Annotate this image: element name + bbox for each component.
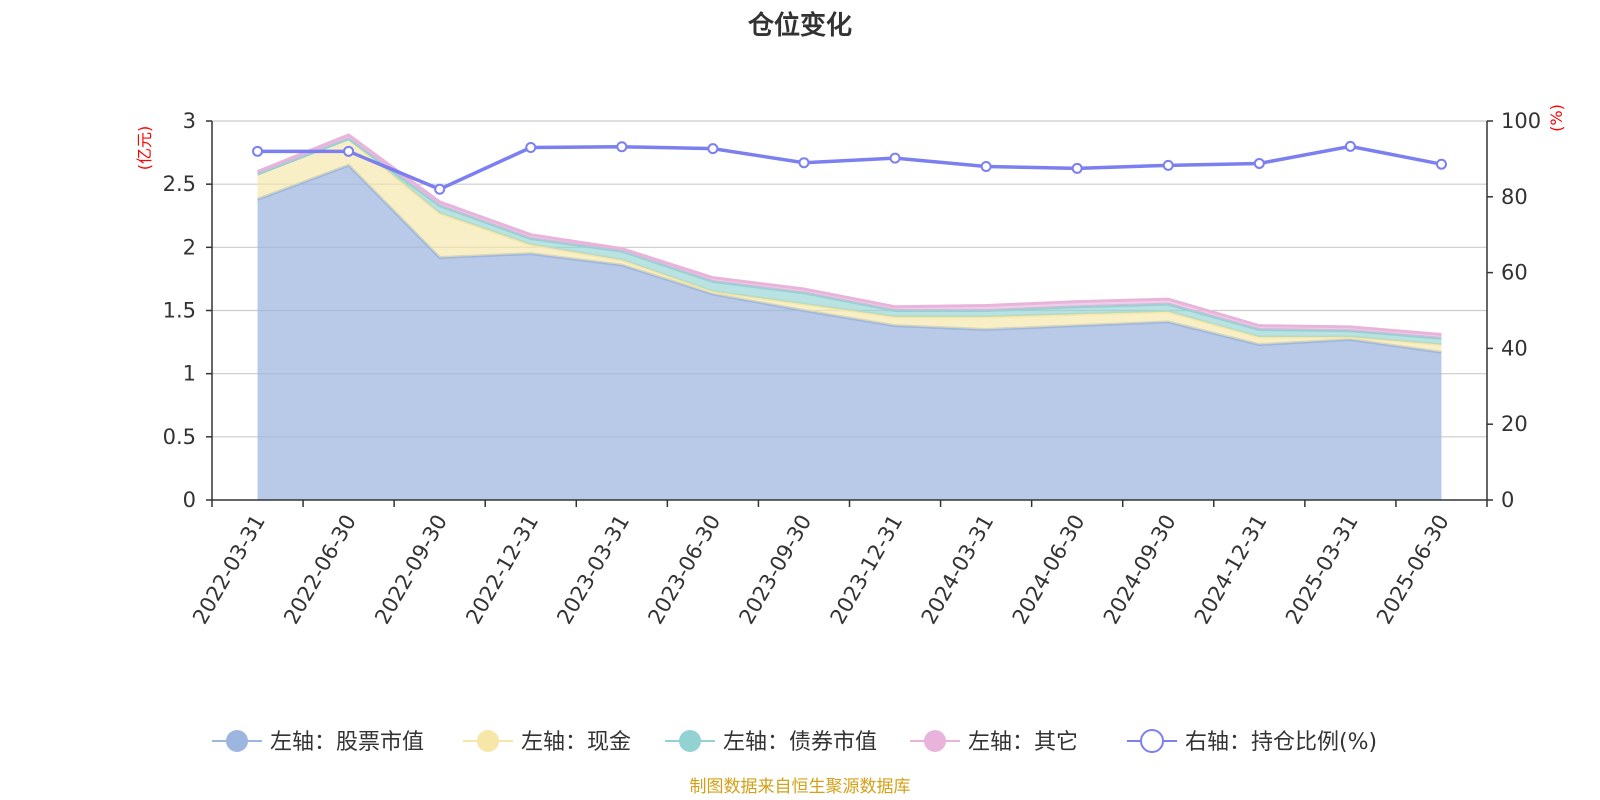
left-tick-label: 2.5 [163, 172, 196, 196]
legend-marker [226, 730, 248, 752]
ratio-point [798, 157, 810, 169]
ratio-point [252, 145, 264, 157]
legend-label: 左轴：股票市值 [270, 730, 424, 755]
ratio-point [1253, 157, 1265, 169]
right-tick-label: 0 [1501, 488, 1514, 512]
right-axis-unit: (%) [1547, 104, 1566, 132]
left-tick-label: 0.5 [163, 425, 196, 449]
left-tick-label: 3 [183, 109, 196, 133]
legend-label: 左轴：债券市值 [723, 730, 877, 755]
x-tick-label: 2024-09-30 [1099, 511, 1181, 629]
right-tick-label: 40 [1501, 336, 1528, 360]
legend-label: 左轴：现金 [521, 730, 631, 755]
legend-marker [924, 730, 946, 752]
x-tick-label: 2024-03-31 [917, 511, 999, 629]
x-tick-label: 2022-06-30 [279, 511, 361, 629]
source-note: 制图数据来自恒生聚源数据库 [690, 777, 911, 797]
legend-marker [1140, 729, 1164, 753]
area-series-1 [257, 165, 1442, 500]
x-tick-label: 2022-03-31 [188, 511, 270, 629]
area-edge-series-4 [256, 133, 1442, 336]
ratio-line-path [257, 144, 1442, 192]
right-tick-label: 100 [1501, 109, 1541, 133]
ratio-point [525, 142, 537, 154]
area-series-2 [257, 138, 1442, 353]
ratio-point [980, 160, 992, 172]
x-tick-label: 2025-03-31 [1281, 511, 1363, 629]
ratio-point [1435, 158, 1447, 170]
chart-title: 仓位变化 [747, 10, 852, 41]
ratio-point [889, 152, 901, 164]
legend-label: 右轴：持仓比例(%) [1185, 730, 1377, 755]
right-tick-label: 60 [1501, 261, 1528, 285]
ratio-point [1071, 162, 1083, 174]
x-tick-label: 2023-12-31 [826, 510, 908, 628]
left-axis-unit: (亿元) [135, 126, 154, 171]
legend-label: 左轴：其它 [968, 730, 1078, 755]
x-tick-label: 2022-09-30 [370, 511, 452, 629]
ratio-line [252, 140, 1447, 195]
left-tick-label: 1 [183, 362, 196, 386]
ratio-point [434, 183, 446, 195]
x-tick-label: 2023-06-30 [643, 511, 725, 629]
right-tick-label: 20 [1501, 412, 1528, 436]
legend: 左轴：股票市值 左轴：现金 左轴：债券市值 左轴：其它 右轴：持仓比例(%) [212, 729, 1377, 755]
legend-marker [477, 730, 499, 752]
left-tick-label: 0 [183, 488, 196, 512]
ratio-point [1344, 140, 1356, 152]
ratio-point [707, 143, 719, 155]
x-tick-label: 2024-06-30 [1008, 511, 1090, 629]
stacked-areas [256, 133, 1442, 500]
x-tick-label: 2023-09-30 [734, 511, 816, 629]
left-tick-label: 1.5 [163, 299, 196, 323]
ratio-point [1162, 159, 1174, 171]
legend-marker [679, 730, 701, 752]
x-tick-label: 2023-03-31 [552, 511, 634, 629]
x-tick-label: 2022-12-31 [461, 511, 543, 629]
x-tick-label: 2025-06-30 [1372, 511, 1454, 629]
x-tick-label: 2024-12-31 [1190, 511, 1272, 629]
left-tick-label: 2 [183, 235, 196, 259]
right-tick-label: 80 [1501, 185, 1528, 209]
ratio-point [343, 145, 355, 157]
ratio-point [616, 141, 628, 153]
